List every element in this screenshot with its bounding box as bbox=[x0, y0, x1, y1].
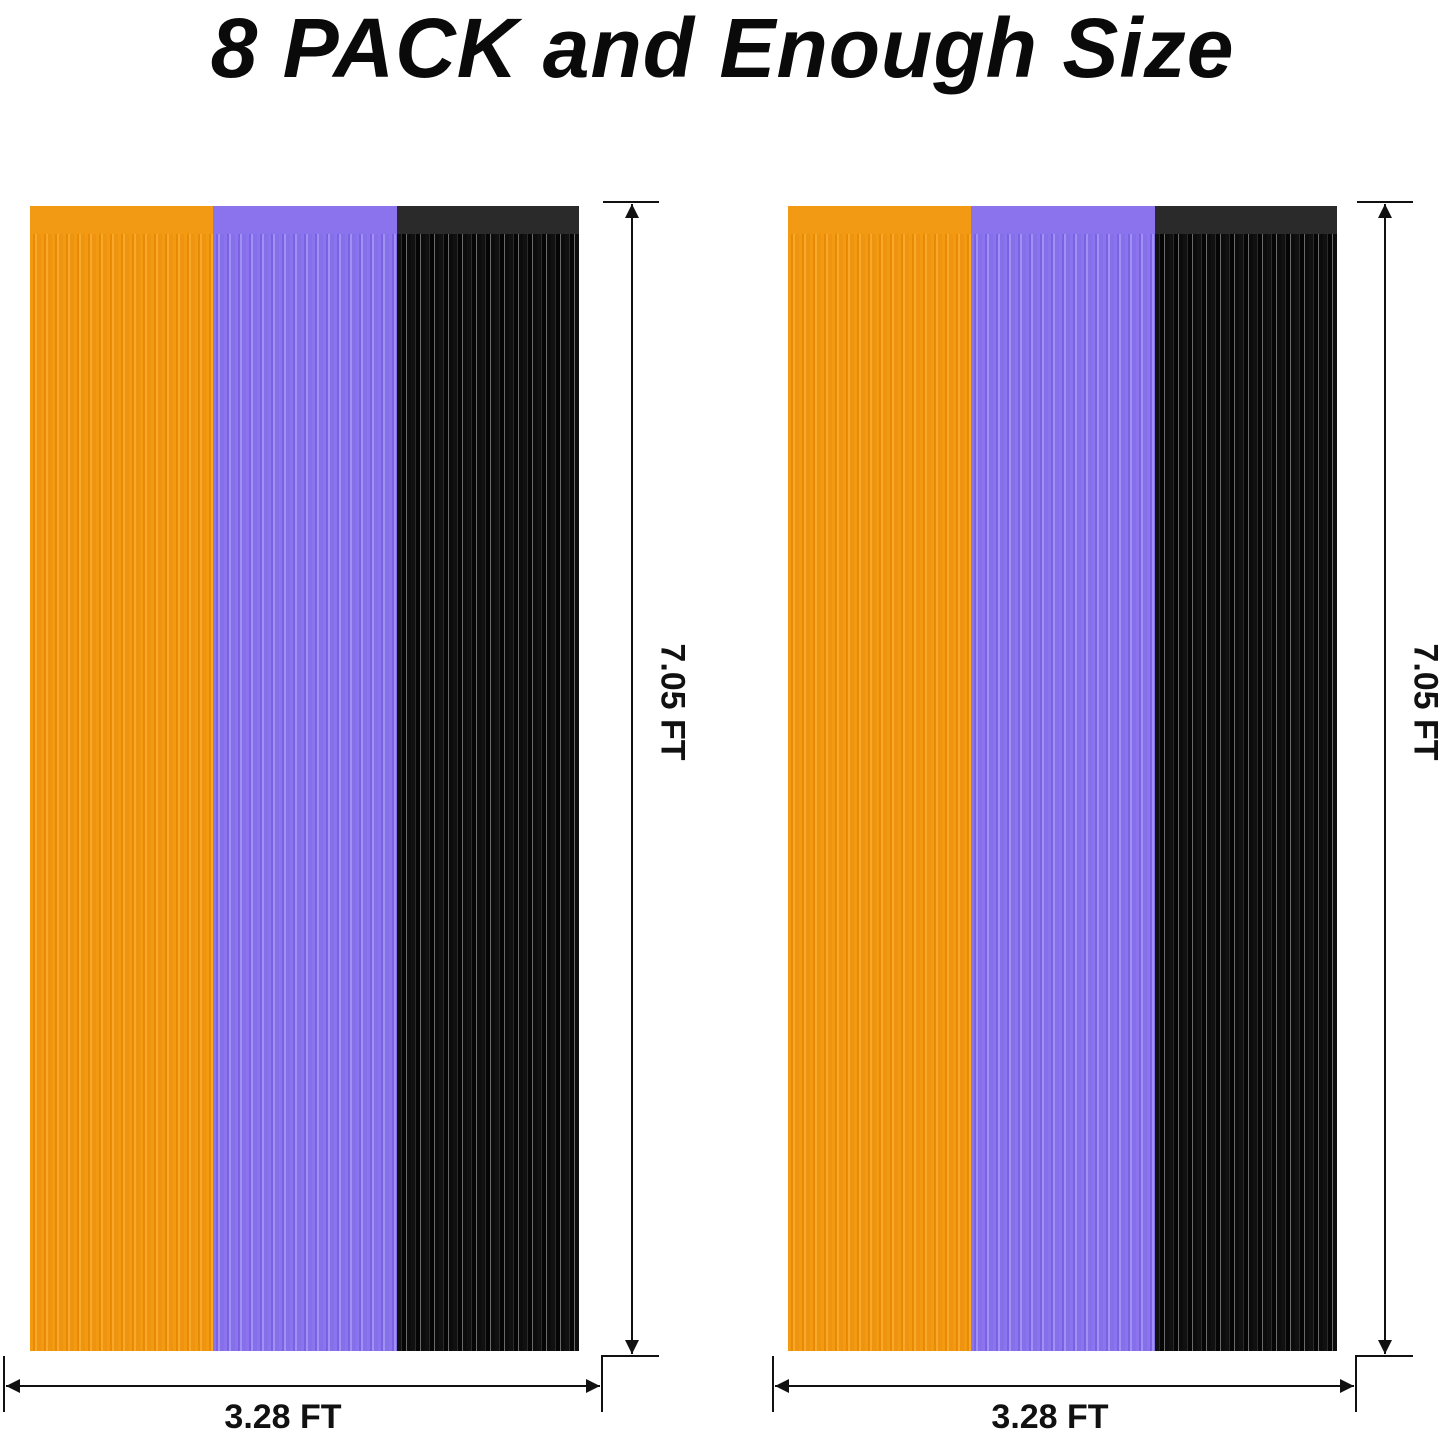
black-fringe-curtain bbox=[1155, 206, 1337, 1351]
corner-tick bbox=[1355, 1355, 1413, 1412]
black-fringe-curtain bbox=[397, 206, 579, 1351]
height-label: 7.05 FT bbox=[653, 643, 692, 761]
orange-fringe-curtain bbox=[788, 206, 971, 1351]
purple-fringe-curtain bbox=[971, 206, 1155, 1351]
width-label: 3.28 FT bbox=[991, 1398, 1109, 1436]
orange-fringe-curtain bbox=[30, 206, 213, 1351]
headline: 8 PACK and Enough Size bbox=[210, 1, 1235, 95]
corner-tick bbox=[601, 1355, 659, 1412]
purple-fringe-curtain bbox=[213, 206, 397, 1351]
height-label: 7.05 FT bbox=[1406, 643, 1445, 761]
width-label: 3.28 FT bbox=[224, 1398, 342, 1436]
